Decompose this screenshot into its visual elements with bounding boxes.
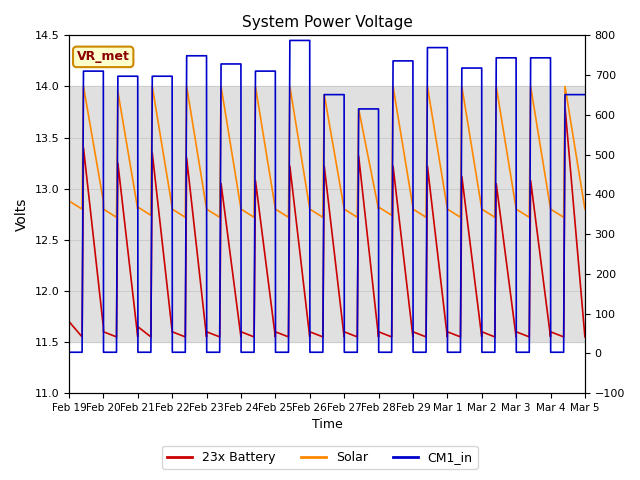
Solar — [113, 215, 120, 220]
Solar — [260, 134, 268, 140]
Solar — [191, 132, 198, 137]
CM1_in — [296, 37, 304, 43]
23x Battery — [188, 200, 195, 206]
Line: Solar: Solar — [69, 86, 585, 217]
23x Battery — [65, 319, 73, 324]
CM1_in — [65, 349, 73, 355]
Bar — [69, 86, 585, 342]
Line: 23x Battery: 23x Battery — [69, 107, 585, 337]
23x Battery — [577, 288, 585, 294]
23x Battery — [561, 104, 569, 110]
Solar — [577, 182, 585, 188]
Y-axis label: Volts: Volts — [15, 198, 29, 231]
23x Battery — [134, 334, 141, 340]
Text: VR_met: VR_met — [77, 50, 130, 63]
23x Battery — [296, 253, 304, 259]
CM1_in — [286, 37, 294, 43]
Solar — [188, 115, 196, 120]
23x Battery — [191, 224, 198, 230]
CM1_in — [577, 92, 585, 97]
CM1_in — [188, 53, 195, 59]
Solar — [581, 206, 589, 212]
Solar — [79, 84, 87, 89]
CM1_in — [185, 53, 193, 59]
Solar — [296, 148, 304, 154]
Solar — [185, 98, 193, 104]
23x Battery — [581, 334, 589, 340]
23x Battery — [260, 241, 268, 247]
Title: System Power Voltage: System Power Voltage — [241, 15, 412, 30]
X-axis label: Time: Time — [312, 419, 342, 432]
Solar — [65, 198, 73, 204]
23x Battery — [185, 175, 193, 181]
Legend: 23x Battery, Solar, CM1_in: 23x Battery, Solar, CM1_in — [163, 446, 477, 469]
CM1_in — [581, 92, 589, 97]
CM1_in — [260, 68, 268, 74]
CM1_in — [190, 53, 198, 59]
Line: CM1_in: CM1_in — [69, 40, 585, 352]
